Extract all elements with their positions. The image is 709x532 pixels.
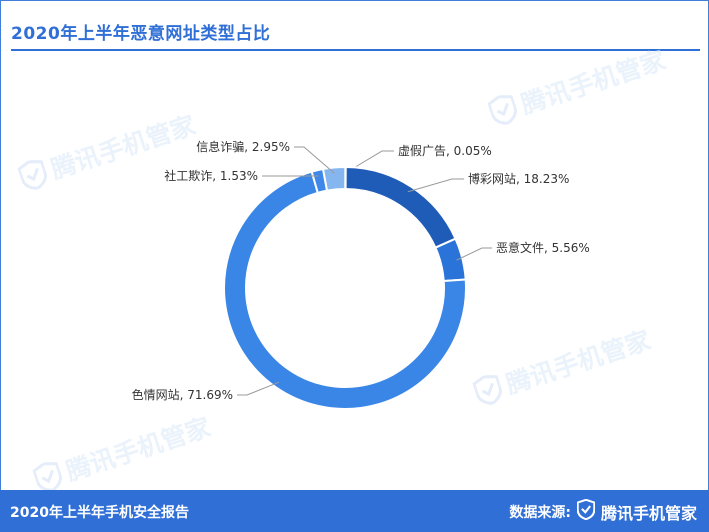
page-title: 2020年上半年恶意网址类型占比: [11, 24, 271, 44]
footer-bar: 2020年上半年手机安全报告 数据来源: 腾讯手机管家: [0, 490, 709, 532]
donut-slice: [344, 165, 457, 249]
watermark: 腾讯手机管家: [485, 41, 669, 131]
slice-label: 信息诈骗, 2.95%: [196, 139, 290, 154]
slice-label: 色情网站, 71.69%: [132, 388, 233, 402]
donut-slice: [321, 165, 347, 192]
watermark-shield-icon: [16, 157, 50, 194]
watermark-shield-icon: [471, 372, 505, 409]
leader-line: [294, 146, 336, 174]
slice-label: 社工欺诈, 1.53%: [164, 168, 258, 183]
leader-line: [407, 178, 464, 193]
slice-label: 博彩网站, 18.23%: [468, 171, 569, 186]
brand-shield-icon: [576, 498, 596, 524]
leader-line: [237, 381, 280, 396]
slice-label: 虚假广告, 0.05%: [398, 144, 492, 158]
title-underline: [11, 49, 700, 51]
watermark: 腾讯手机管家: [15, 106, 199, 196]
leader-line: [345, 150, 394, 174]
slice-label: 恶意文件, 5.56%: [496, 240, 590, 255]
footer-brand: 腾讯手机管家: [600, 503, 697, 523]
footer-report-name: 2020年上半年手机安全报告: [10, 505, 189, 521]
donut-chart: 虚假广告, 0.05% 博彩网站, 18.23% 恶意文件, 5.56% 色情网站, …: [132, 139, 590, 410]
watermark: 腾讯手机管家: [470, 321, 654, 411]
source-label: 数据来源:: [509, 504, 571, 521]
donut-slice: [434, 237, 467, 283]
leader-line: [456, 247, 492, 261]
watermark-shield-icon: [486, 92, 520, 129]
footer-source: 数据来源: 腾讯手机管家: [509, 498, 697, 524]
donut-slice: [223, 170, 467, 410]
